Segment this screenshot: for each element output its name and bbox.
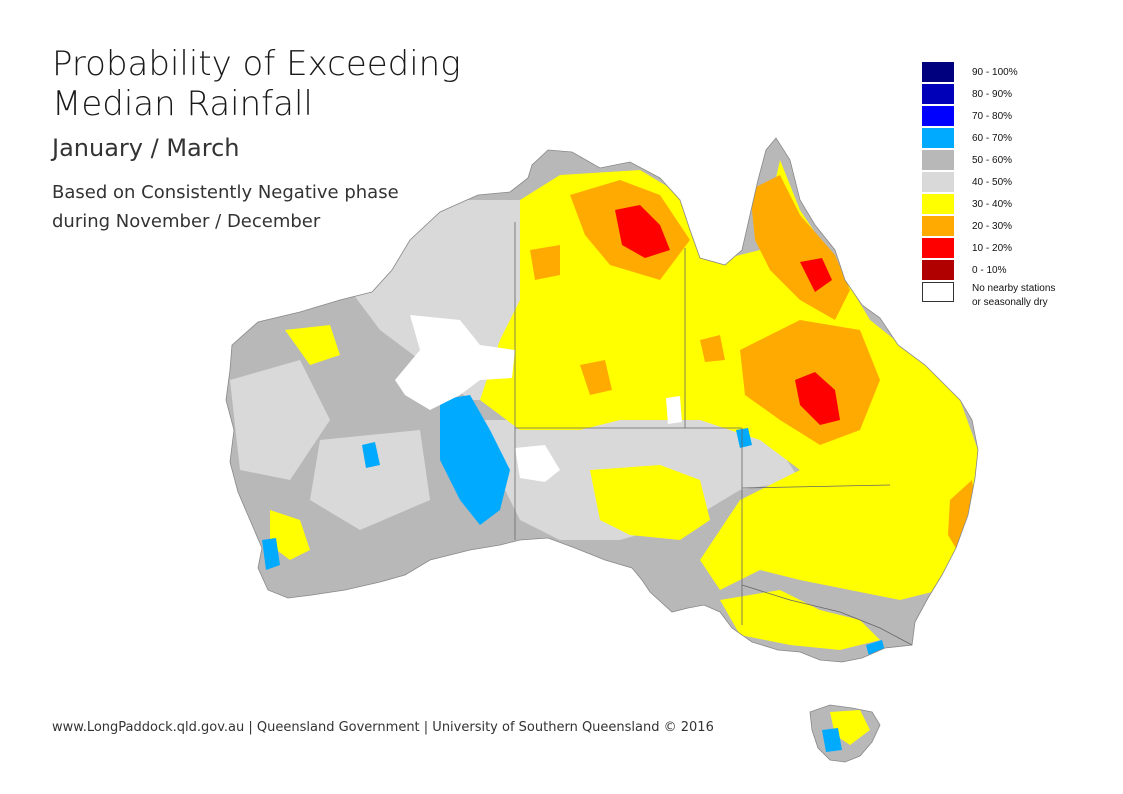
zone-20-30-nt-east bbox=[700, 335, 725, 362]
legend-item-70-80: 70 - 80% bbox=[922, 106, 1122, 126]
legend-swatch bbox=[922, 260, 954, 280]
zone-20-30-nsw-coast bbox=[948, 480, 978, 555]
legend-swatch bbox=[922, 194, 954, 214]
legend-label: 50 - 60% bbox=[972, 155, 1013, 166]
zone-30-40-tasmania bbox=[830, 710, 870, 745]
legend-item-10-20: 10 - 20% bbox=[922, 238, 1122, 258]
legend-label: 80 - 90% bbox=[972, 89, 1013, 100]
legend-label: 40 - 50% bbox=[972, 177, 1013, 188]
legend-swatch bbox=[922, 216, 954, 236]
legend-item-0-10: 0 - 10% bbox=[922, 260, 1122, 280]
legend-swatch bbox=[922, 238, 954, 258]
legend-label: 20 - 30% bbox=[972, 221, 1013, 232]
legend-item-no-data: No nearby stations or seasonally dry bbox=[922, 282, 1122, 312]
basis-subtitle: Based on Consistently Negative phase dur… bbox=[52, 178, 399, 236]
legend-item-20-30: 20 - 30% bbox=[922, 216, 1122, 236]
legend-item-90-100: 90 - 100% bbox=[922, 62, 1122, 82]
legend-item-80-90: 80 - 90% bbox=[922, 84, 1122, 104]
zone-20-30-nt-central bbox=[580, 360, 612, 395]
legend-swatch bbox=[922, 282, 954, 302]
rainfall-probability-field bbox=[226, 138, 978, 762]
basis-line-1: Based on Consistently Negative phase bbox=[52, 182, 399, 203]
zone-40-50-west bbox=[230, 360, 330, 480]
legend-label-line-1: No nearby stations bbox=[972, 283, 1056, 294]
legend-label: 10 - 20% bbox=[972, 243, 1013, 254]
legend-swatch bbox=[922, 62, 954, 82]
legend-label: 70 - 80% bbox=[972, 111, 1013, 122]
legend-swatch bbox=[922, 106, 954, 126]
zone-10-20-gulf bbox=[615, 205, 670, 258]
tasmania-coastline bbox=[809, 704, 881, 763]
legend-swatch bbox=[922, 150, 954, 170]
zone-no-data-north bbox=[395, 315, 515, 410]
border-qld-nsw bbox=[741, 484, 891, 489]
legend-label: 0 - 10% bbox=[972, 265, 1007, 276]
zone-60-70-wa-interior bbox=[362, 442, 380, 468]
legend-label: 60 - 70% bbox=[972, 133, 1013, 144]
zone-30-40-perth bbox=[270, 510, 310, 560]
legend-item-50-60: 50 - 60% bbox=[922, 150, 1122, 170]
legend-item-60-70: 60 - 70% bbox=[922, 128, 1122, 148]
zone-30-40-victoria bbox=[720, 590, 880, 650]
map-title: Probability of Exceeding Median Rainfall bbox=[52, 44, 461, 124]
border-nsw-vic bbox=[741, 584, 913, 646]
legend-item-40-50: 40 - 50% bbox=[922, 172, 1122, 192]
zone-10-20-central-qld bbox=[795, 372, 840, 425]
zone-60-70-gibson bbox=[440, 395, 510, 525]
zone-30-40-pilbara bbox=[285, 325, 340, 365]
zone-40-50-southwest bbox=[310, 430, 430, 530]
mainland-coastline bbox=[225, 137, 979, 663]
legend-swatch bbox=[922, 84, 954, 104]
title-line-1: Probability of Exceeding bbox=[52, 44, 461, 84]
legend-swatch bbox=[922, 172, 954, 192]
title-line-2: Median Rainfall bbox=[52, 84, 313, 124]
state-borders bbox=[514, 222, 913, 646]
zone-no-data-nt-south bbox=[666, 396, 682, 424]
period-subtitle: January / March bbox=[52, 134, 240, 162]
legend-item-30-40: 30 - 40% bbox=[922, 194, 1122, 214]
zone-10-20-north-qld bbox=[800, 258, 832, 292]
footer-credit: www.LongPaddock.qld.gov.au | Queensland … bbox=[52, 720, 714, 735]
zone-60-70-wa-south bbox=[262, 538, 280, 570]
legend-label-line-2: or seasonally dry bbox=[972, 297, 1048, 308]
legend-label: 30 - 40% bbox=[972, 199, 1013, 210]
legend-label: 90 - 100% bbox=[972, 67, 1018, 78]
zone-no-data-center bbox=[515, 445, 560, 482]
basis-line-2: during November / December bbox=[52, 211, 321, 232]
zone-60-70-tas-west bbox=[822, 728, 842, 752]
zone-60-70-sw-qld bbox=[736, 428, 752, 448]
zone-20-30-nt-west bbox=[530, 245, 560, 280]
legend-swatch bbox=[922, 128, 954, 148]
legend-label: No nearby stations or seasonally dry bbox=[972, 282, 1055, 310]
zone-30-40-sa bbox=[590, 465, 710, 540]
zone-30-40-north-east bbox=[480, 160, 978, 600]
